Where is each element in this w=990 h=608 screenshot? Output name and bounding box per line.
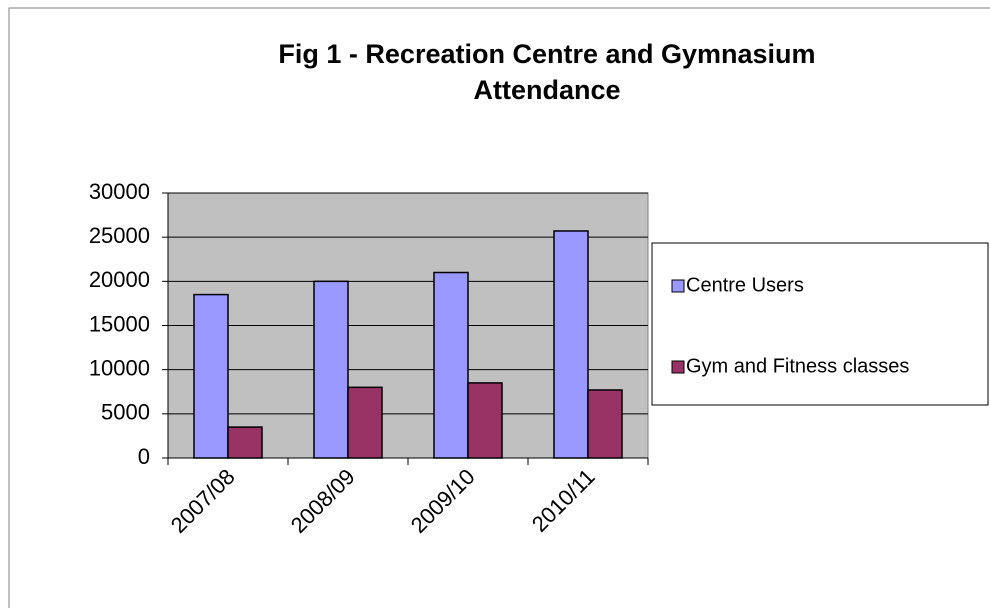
y-tick-label: 30000 — [89, 179, 150, 204]
legend-label: Gym and Fitness classes — [686, 355, 909, 377]
bar — [433, 271, 469, 459]
bar — [467, 382, 503, 459]
bar — [553, 230, 589, 459]
chart-title: Attendance — [473, 75, 620, 105]
bar — [193, 293, 229, 459]
bar — [347, 386, 383, 459]
y-tick-label: 5000 — [101, 400, 150, 425]
legend-swatch — [671, 360, 685, 374]
bar — [227, 426, 263, 459]
legend — [651, 242, 989, 406]
y-tick-label: 25000 — [89, 223, 150, 248]
legend-label: Centre Users — [686, 274, 804, 296]
y-tick-label: 20000 — [89, 267, 150, 292]
bar — [313, 280, 349, 459]
legend-swatch — [671, 279, 685, 293]
chart-title: Fig 1 - Recreation Centre and Gymnasium — [278, 39, 815, 69]
y-tick-label: 10000 — [89, 355, 150, 380]
y-tick-label: 15000 — [89, 311, 150, 336]
bar — [587, 389, 623, 459]
y-tick-label: 0 — [138, 444, 150, 469]
